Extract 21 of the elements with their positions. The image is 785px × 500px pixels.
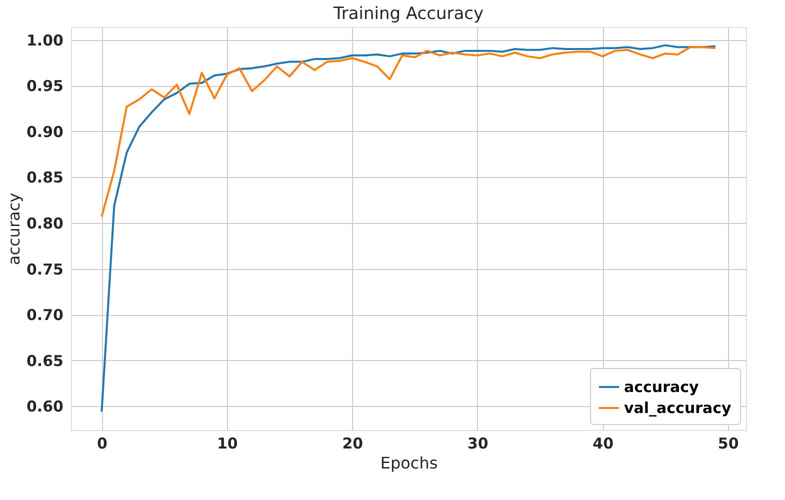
line-series [100,46,716,218]
x-tick-label: 20 [342,434,364,452]
x-tick-label: 0 [96,434,108,452]
legend-label: accuracy [624,378,699,396]
x-tick-label: 30 [467,434,488,452]
y-tick-label: 0.60 [26,398,64,416]
y-tick-label: 0.85 [26,168,64,187]
x-tick-label: 10 [216,434,238,452]
x-tick-label: 50 [718,434,739,452]
y-axis-title: accuracy [4,192,24,266]
y-tick-label: 0.95 [26,77,64,96]
y-tick-label: 0.75 [26,260,64,278]
y-tick-label: 0.65 [26,352,64,370]
legend-label: val_accuracy [624,399,732,417]
chart-title: Training Accuracy [332,4,484,24]
y-tick-label: 0.80 [26,214,64,233]
x-tick-label: 40 [592,434,614,452]
y-tick-label: 1.00 [26,31,64,50]
x-axis-title: Epochs [380,454,438,472]
y-tick-label: 0.70 [26,306,64,324]
y-tick-label: 0.90 [26,122,64,141]
